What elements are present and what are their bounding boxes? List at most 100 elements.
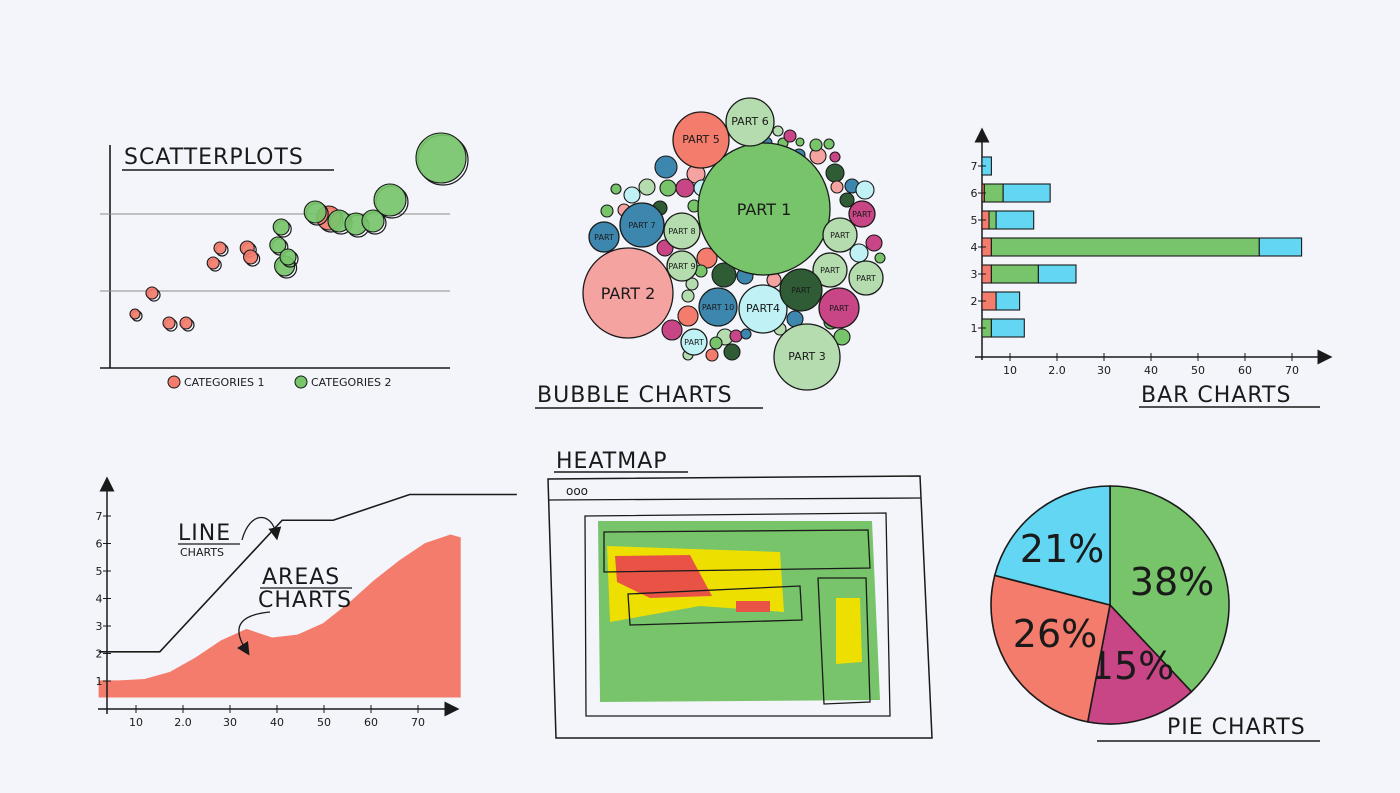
area-label-areas: AREAS <box>262 565 340 590</box>
bar-segment <box>1002 183 1051 203</box>
bubble-filler <box>783 129 797 143</box>
bubble-label: PART 5 <box>682 133 720 146</box>
bubble-filler <box>823 138 835 150</box>
bar-y-tick: 6 <box>971 187 978 200</box>
bar-segment <box>983 183 1004 203</box>
bubble-chart: PART 1 PART 2 PART 3 PART4 PART 5 PART 6 PART … <box>535 97 886 409</box>
bar-y-tick: 3 <box>971 268 978 281</box>
bubble-label: PART 3 <box>788 350 826 363</box>
bubble-filler <box>705 348 719 362</box>
bar-y-tick: 5 <box>971 214 978 227</box>
pie-slice <box>990 574 1111 723</box>
bar-segment <box>990 264 1039 284</box>
scatter-point <box>361 209 385 233</box>
bubble-filler <box>659 179 677 197</box>
scatterplot-chart: SCATTERPLOTS CATEGORIES 1 CATEGORIES 2 <box>100 132 469 389</box>
bubble-filler <box>772 125 784 137</box>
line-x-tick: 70 <box>411 716 425 729</box>
bubble <box>822 217 858 253</box>
bubble <box>680 328 708 356</box>
bar-marks <box>981 156 1303 338</box>
pie-slice-label: 21% <box>1020 527 1104 571</box>
line-y-tick: 6 <box>96 538 103 551</box>
bubble-label: PART 6 <box>731 115 769 128</box>
area-series <box>98 534 461 698</box>
bubble <box>588 221 620 253</box>
bubble-filler <box>675 178 695 198</box>
bubble <box>666 250 698 282</box>
heatmap-window-dots: ooo <box>566 484 588 498</box>
heatmap-box-top <box>603 529 871 573</box>
bubble-label: PART <box>791 286 811 295</box>
line-x-tick: 10 <box>129 716 143 729</box>
legend-label-categories-2: CATEGORIES 2 <box>311 376 392 389</box>
pie-slice-label: 38% <box>1130 560 1214 604</box>
bar-x-tick: 2.0 <box>1048 364 1066 377</box>
bubble-filler <box>654 155 678 179</box>
bubble-filler <box>729 329 743 343</box>
scatter-point <box>269 236 287 254</box>
bar-segment <box>995 291 1021 311</box>
scatter-points <box>129 132 469 332</box>
bubble <box>698 287 738 327</box>
bubble-filler <box>825 163 845 183</box>
bubble-label: PART <box>820 266 840 275</box>
bubble-filler <box>610 183 622 195</box>
bubble-filler <box>740 328 752 340</box>
scatter-point <box>373 183 407 217</box>
scatter-point <box>243 249 259 265</box>
heatmap-box-middle <box>627 585 803 626</box>
scatter-point <box>179 316 193 330</box>
scatter-point <box>303 200 327 224</box>
bubble-filler <box>795 137 805 147</box>
scatter-point <box>415 132 467 184</box>
line-x-tick: 40 <box>270 716 284 729</box>
line-series <box>98 493 517 653</box>
line-y-tick: 7 <box>96 510 103 523</box>
line-y-tick: 4 <box>96 593 103 606</box>
bubble-filler <box>638 178 656 196</box>
bubble <box>672 111 730 169</box>
bar-chart: 1 2 3 4 5 6 7 10 2.0 30 40 50 60 70 BAR CHARTS <box>971 127 1333 408</box>
legend-swatch-categories-2 <box>294 375 308 389</box>
bubble-label: PART 7 <box>628 221 655 230</box>
scatter-point <box>206 256 220 270</box>
bubble <box>725 97 775 147</box>
bubble-title: BUBBLE CHARTS <box>537 383 733 408</box>
scatter-point <box>162 316 176 330</box>
bubble-filler <box>711 262 737 288</box>
heatmap-inner-frame <box>584 512 891 717</box>
heatmap-zone-high-small <box>736 601 770 612</box>
bubble-filler <box>681 289 695 303</box>
bar-segment <box>1037 264 1077 284</box>
bubble-label: PART4 <box>746 302 780 315</box>
bar-x-tick: 40 <box>1144 364 1158 377</box>
bubble-label: PART <box>594 233 614 242</box>
bubble <box>619 202 665 248</box>
line-y-tick: 1 <box>96 675 103 688</box>
line-y-tick: 3 <box>96 620 103 633</box>
bubble-filler <box>677 305 699 327</box>
bubble-label: PART <box>829 304 849 313</box>
legend-label-categories-1: CATEGORIES 1 <box>184 376 265 389</box>
bubble-parts: PART 1 PART 2 PART 3 PART4 PART 5 PART 6 PART … <box>582 97 884 391</box>
heatmap-zone-high <box>615 555 712 598</box>
line-label-charts: CHARTS <box>180 546 224 559</box>
bar-x-tick: 70 <box>1285 364 1299 377</box>
area-label-charts: CHARTS <box>258 588 352 613</box>
bubble <box>738 284 788 334</box>
bar-x-tick: 10 <box>1003 364 1017 377</box>
bubble-filler <box>623 186 641 204</box>
bar-segment <box>990 318 1025 338</box>
bubble <box>779 268 823 312</box>
pie-slices: 38% 15%26% 21% <box>990 485 1230 725</box>
pie-slice-label: 15% <box>1090 644 1174 688</box>
bar-segment <box>990 237 1260 257</box>
bar-x-tick: 30 <box>1097 364 1111 377</box>
line-x-tick: 2.0 <box>174 716 192 729</box>
scatter-point <box>145 286 159 300</box>
bubble <box>663 212 701 250</box>
bubble-label: PART 1 <box>737 200 792 219</box>
bar-y-tick: 4 <box>971 241 978 254</box>
